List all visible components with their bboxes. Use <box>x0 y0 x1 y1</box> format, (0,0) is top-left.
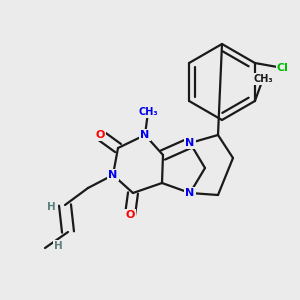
Text: CH₃: CH₃ <box>253 74 273 84</box>
Text: O: O <box>125 210 135 220</box>
Text: H: H <box>46 202 56 212</box>
Text: N: N <box>108 170 118 180</box>
Text: N: N <box>185 138 195 148</box>
Text: CH₃: CH₃ <box>138 107 158 117</box>
Text: Cl: Cl <box>277 63 289 73</box>
Text: O: O <box>95 130 105 140</box>
Text: N: N <box>140 130 150 140</box>
Text: N: N <box>185 188 195 198</box>
Text: H: H <box>54 241 62 251</box>
